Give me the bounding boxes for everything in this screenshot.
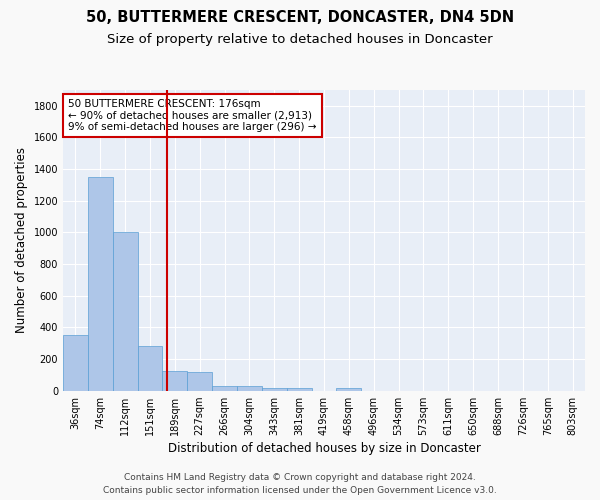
Bar [63,336,88,390]
X-axis label: Distribution of detached houses by size in Doncaster: Distribution of detached houses by size … [167,442,481,455]
Bar [237,386,262,390]
Bar [337,388,361,390]
Text: Size of property relative to detached houses in Doncaster: Size of property relative to detached ho… [107,32,493,46]
Bar [187,372,212,390]
Bar [137,346,163,391]
Bar [88,177,113,390]
Text: 50, BUTTERMERE CRESCENT, DONCASTER, DN4 5DN: 50, BUTTERMERE CRESCENT, DONCASTER, DN4 … [86,10,514,25]
Text: Contains HM Land Registry data © Crown copyright and database right 2024.
Contai: Contains HM Land Registry data © Crown c… [103,474,497,495]
Bar [287,388,311,390]
Text: 50 BUTTERMERE CRESCENT: 176sqm
← 90% of detached houses are smaller (2,913)
9% o: 50 BUTTERMERE CRESCENT: 176sqm ← 90% of … [68,99,317,132]
Y-axis label: Number of detached properties: Number of detached properties [15,148,28,334]
Bar [163,371,187,390]
Bar [262,388,287,390]
Bar [212,386,237,390]
Bar [113,232,137,390]
